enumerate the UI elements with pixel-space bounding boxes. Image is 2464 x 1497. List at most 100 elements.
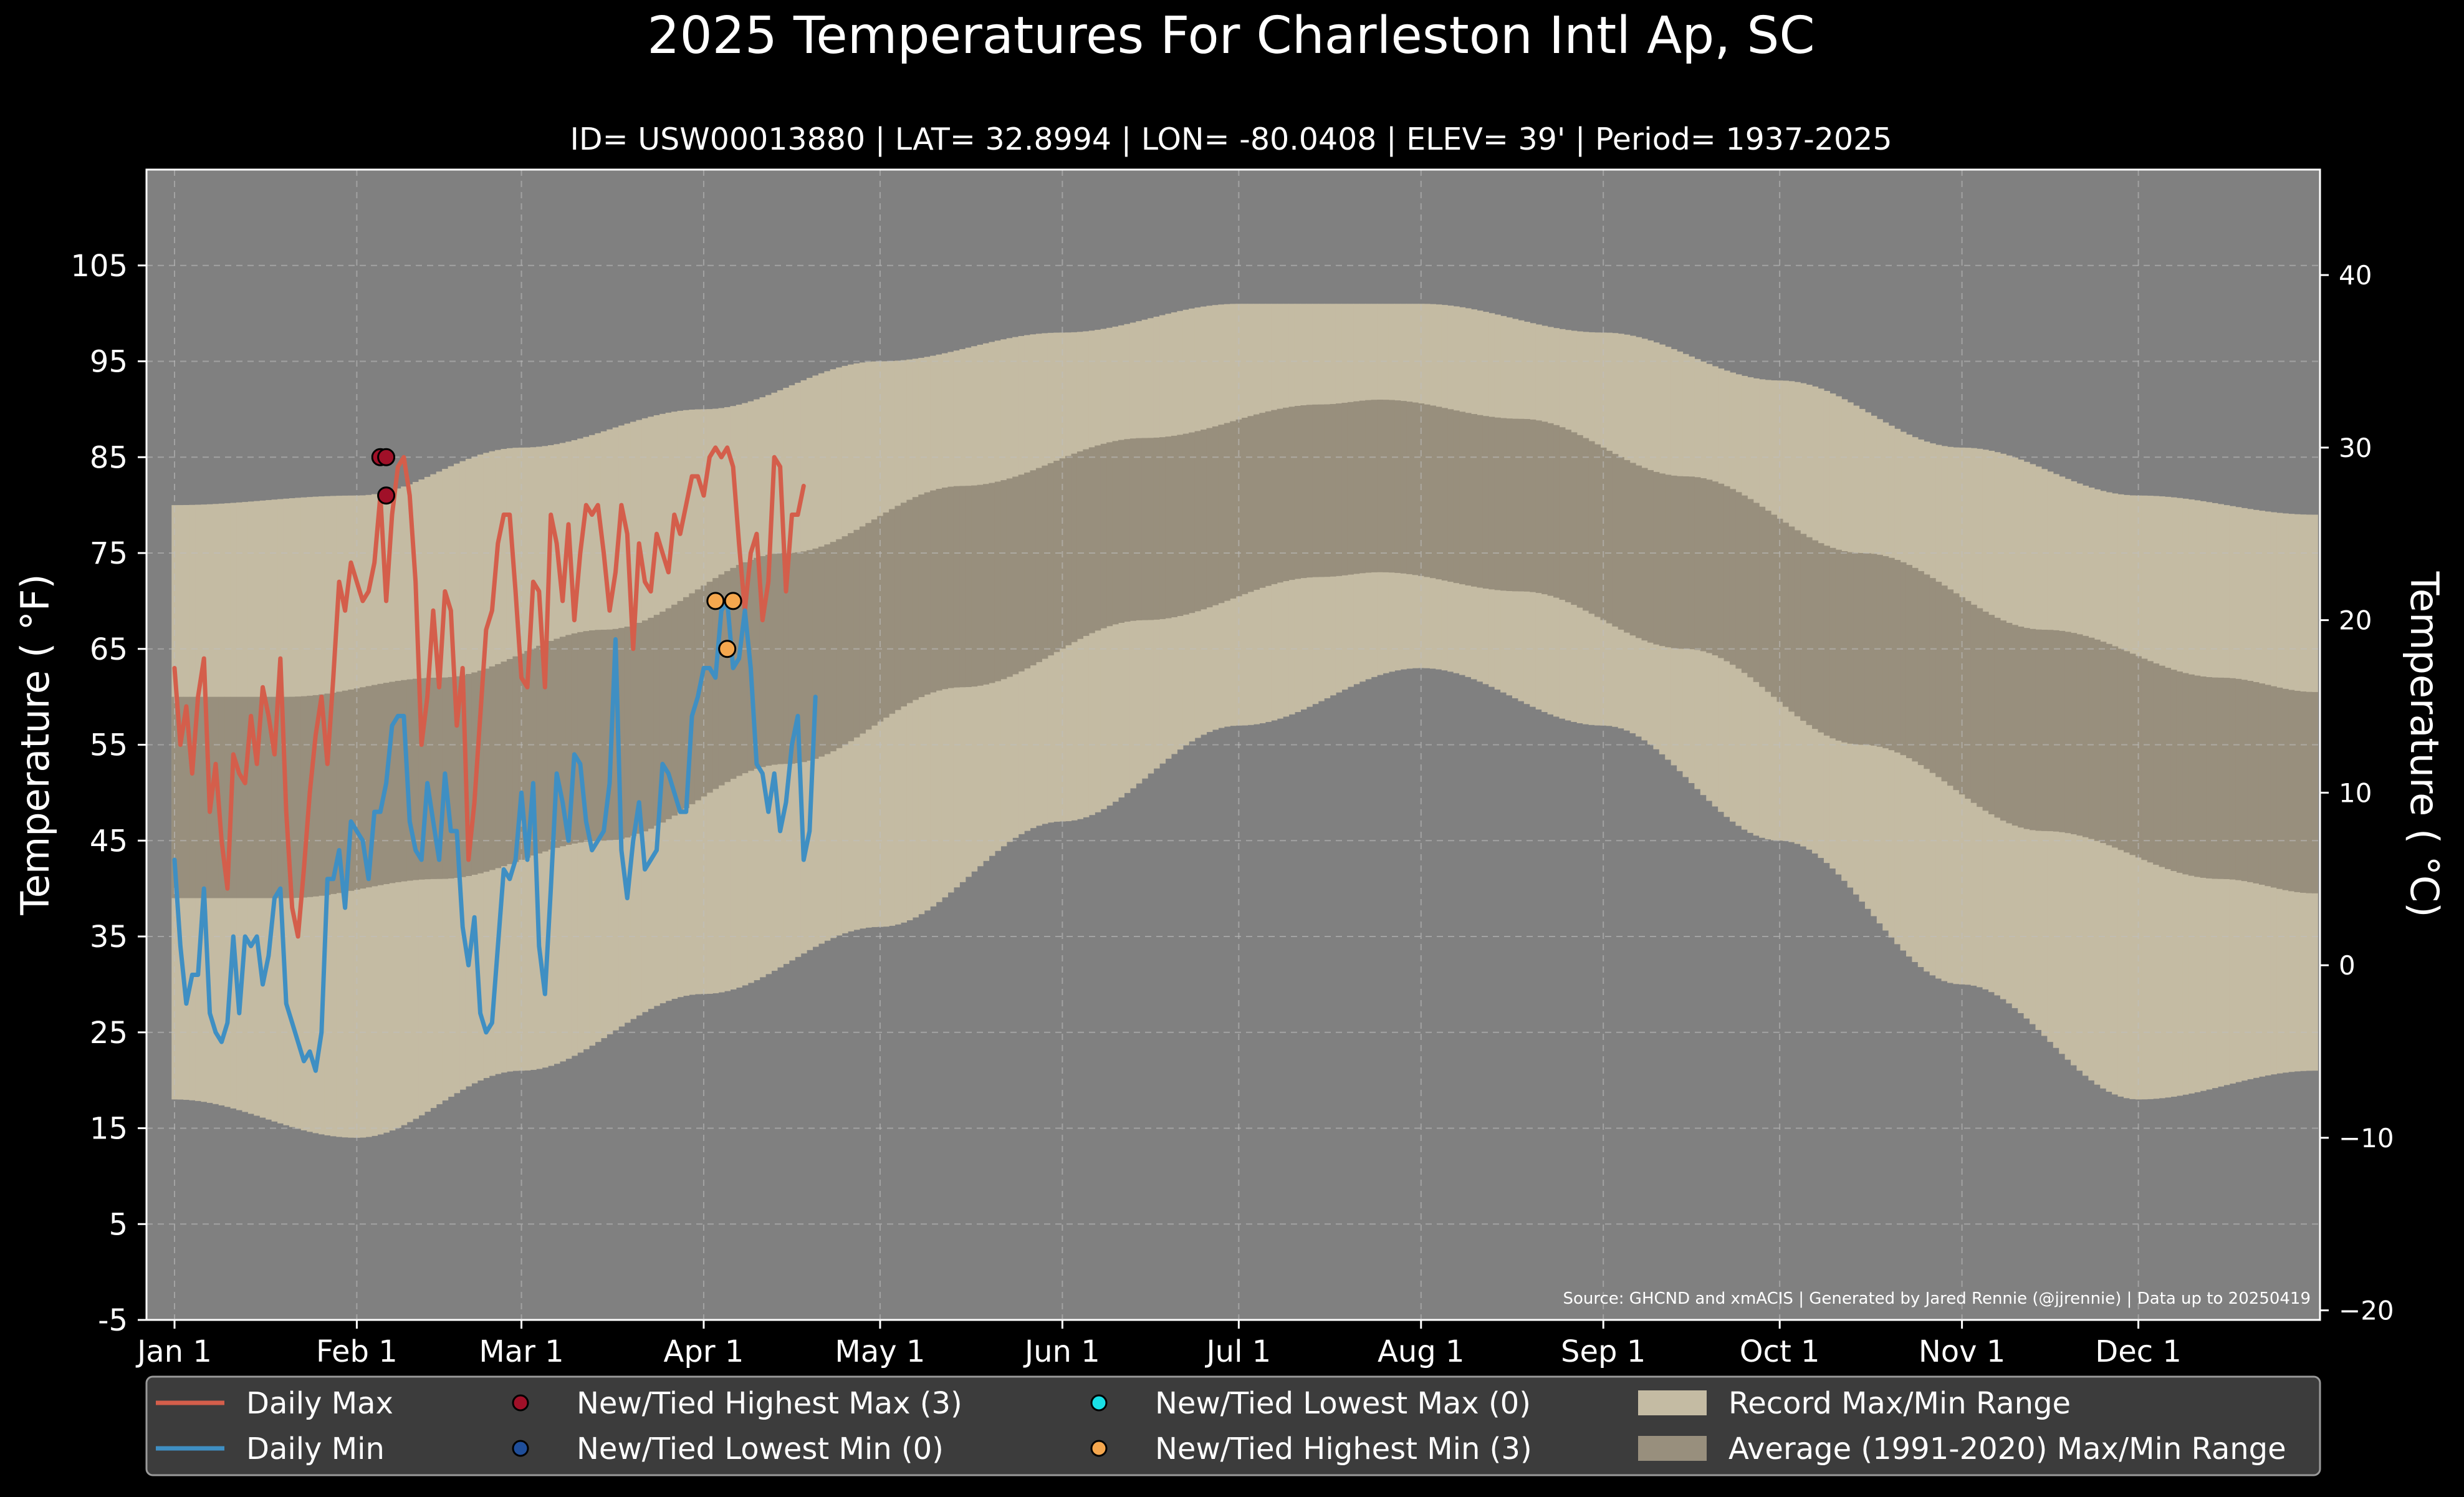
normal-range-bar (2294, 690, 2301, 892)
normal-range-bar (1371, 400, 1378, 572)
normal-range-bar (807, 550, 813, 761)
normal-range-bar (2153, 663, 2160, 865)
normal-range-bar (242, 696, 249, 898)
normal-range-bar (789, 552, 795, 764)
normal-range-bar (1941, 585, 1948, 782)
normal-range-bar (536, 645, 543, 854)
normal-range-bar (595, 630, 602, 841)
normal-range-bar (2059, 630, 2066, 832)
normal-range-bar (2217, 677, 2224, 879)
normal-range-bar (2030, 628, 2036, 830)
normal-range-bar (977, 484, 984, 686)
normal-range-bar (912, 497, 919, 700)
normal-range-bar (1388, 400, 1395, 573)
normal-range-bar (501, 662, 507, 867)
normal-range-bar (1794, 530, 1801, 716)
normal-range-bar (1488, 416, 1495, 590)
normal-range-bar (2229, 678, 2236, 880)
normal-range-bar (1894, 560, 1901, 753)
normal-range-bar (1271, 410, 1278, 584)
normal-range-bar (2299, 691, 2307, 893)
normal-range-bar (1700, 478, 1707, 652)
normal-range-bar (1958, 597, 1965, 795)
normal-range-bar (712, 578, 719, 789)
normal-range-bar (2288, 690, 2295, 892)
normal-range-bar (2270, 686, 2277, 888)
normal-range-bar (1924, 574, 1930, 769)
normal-range-bar (1929, 578, 1936, 773)
normal-range-bar (1547, 423, 1554, 596)
normal-range-bar (1300, 405, 1307, 579)
normal-range-bar (706, 582, 713, 793)
normal-range-bar (1324, 404, 1331, 577)
normal-range-bar (1277, 408, 1283, 583)
normal-range-bar (1718, 483, 1725, 658)
normal-range-bar (1341, 403, 1348, 575)
normal-range-bar (2023, 628, 2030, 829)
normal-range-bar (1453, 410, 1460, 584)
normal-range-bar (1312, 404, 1319, 577)
x-tick-label: Sep 1 (1561, 1334, 1646, 1369)
normal-range-bar (1353, 401, 1360, 574)
normal-range-bar (1000, 480, 1007, 680)
normal-range-bar (1436, 407, 1442, 580)
normal-range-bar (1594, 444, 1601, 617)
normal-range-bar (1553, 425, 1560, 598)
x-tick-label: May 1 (835, 1334, 925, 1369)
normal-range-bar (1095, 445, 1101, 631)
normal-range-bar (1406, 402, 1413, 574)
normal-range-bar (1071, 453, 1078, 642)
normal-range-bar (677, 600, 684, 812)
chart-title: 2025 Temperatures For Charleston Intl Ap… (647, 6, 1814, 65)
normal-range-bar (1447, 409, 1454, 582)
normal-range-bar (1429, 405, 1436, 579)
normal-range-bar (689, 593, 696, 804)
normal-range-bar (236, 696, 243, 898)
x-tick-label: Jun 1 (1023, 1334, 1100, 1369)
normal-range-bar (2094, 639, 2101, 841)
normal-range-bar (618, 628, 625, 839)
normal-range-bar (630, 625, 637, 836)
normal-range-bar (530, 648, 537, 856)
normal-range-bar (512, 656, 519, 862)
record-marker (706, 592, 725, 610)
normal-range-bar (1042, 465, 1048, 659)
left-tick-label: -5 (98, 1303, 128, 1338)
normal-range-bar (830, 542, 837, 751)
normal-range-bar (1383, 400, 1389, 572)
normal-range-bar (871, 519, 878, 726)
normal-range-bar (2265, 685, 2271, 887)
normal-range-bar (589, 630, 596, 842)
normal-range-bar (2000, 620, 2006, 821)
normal-range-bar (1747, 499, 1754, 678)
source-note: Source: GHCND and xmACIS | Generated by … (1563, 1289, 2311, 1308)
normal-range-bar (336, 691, 343, 893)
normal-range-bar (583, 631, 590, 842)
normal-range-bar (1541, 421, 1548, 595)
x-axis-ticks: Jan 1 Feb 1 Mar 1 Apr 1 May 1 Jun 1 Jul 1 Aug 1… (135, 1320, 2182, 1369)
normal-range-bar (436, 677, 443, 879)
normal-range-bar (1612, 454, 1619, 627)
normal-range-bar (624, 627, 631, 838)
normal-range-bar (1465, 413, 1472, 586)
normal-range-bar (1459, 412, 1466, 585)
daily-min-line (172, 599, 818, 1073)
normal-range-bar (1283, 407, 1290, 582)
normal-range-bar (2247, 680, 2254, 882)
series-lines (172, 445, 818, 1073)
normal-range-bar (542, 643, 549, 852)
normal-range-bar (1559, 427, 1566, 600)
normal-range-bar (1518, 418, 1525, 592)
normal-range-bar (1118, 440, 1125, 623)
normal-range-bar (1477, 415, 1484, 588)
normal-range-bar (1629, 463, 1636, 636)
left-tick-label: 65 (90, 632, 128, 667)
normal-range-bar (1494, 417, 1501, 590)
normal-range-bar (1201, 430, 1207, 610)
normal-range-bar (736, 565, 742, 776)
normal-range-bar (930, 490, 937, 693)
normal-range-bar (559, 637, 566, 847)
legend-marker-swatch (512, 1394, 529, 1412)
left-axis-ticks: -5 5 15 25 35 45 55 65 75 85 95 105 (70, 249, 146, 1338)
normal-range-bar (683, 597, 689, 809)
